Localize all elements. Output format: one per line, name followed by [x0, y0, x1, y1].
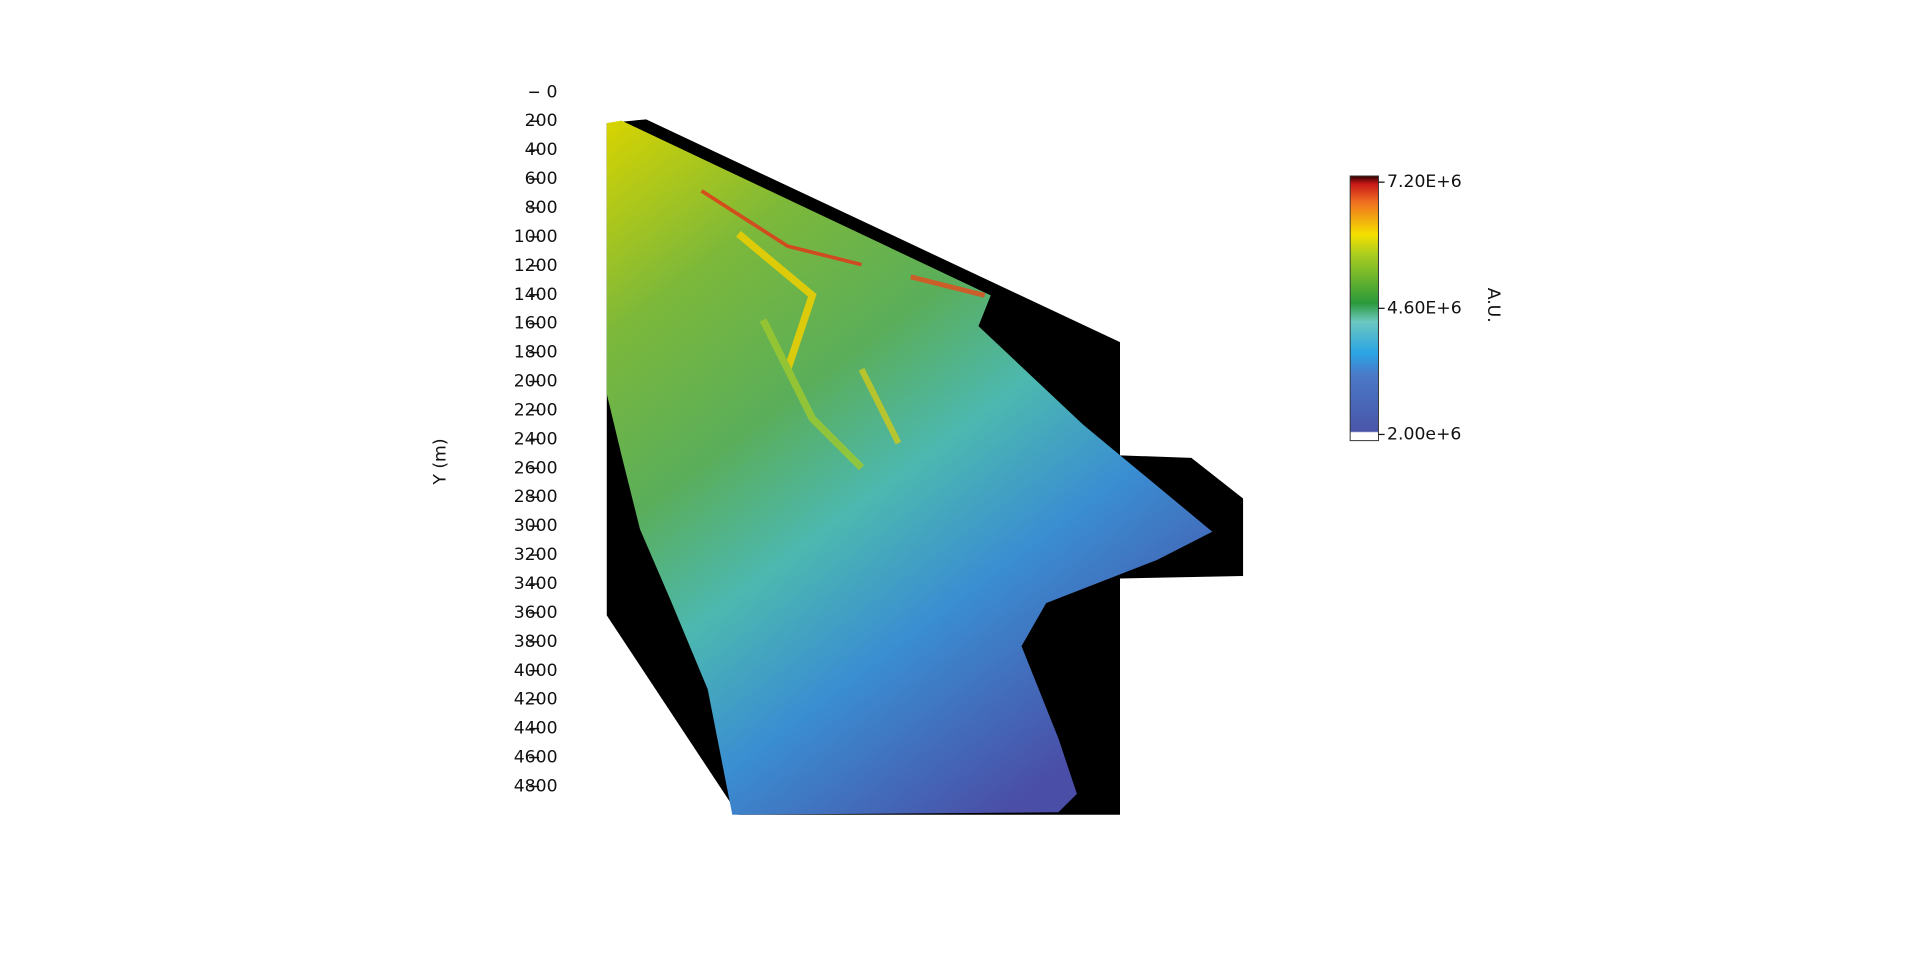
y-tick-label: 1200	[514, 256, 558, 276]
y-tick-label: 4200	[514, 690, 558, 710]
y-tick-label: 4000	[514, 661, 558, 681]
y-tick-label: 3000	[514, 516, 558, 536]
y-tick-label: 4600	[514, 748, 558, 768]
y-tick-label: 400	[525, 140, 558, 160]
y-tick-label: 800	[525, 198, 558, 218]
y-tick-label: 600	[525, 169, 558, 189]
colorbar	[1349, 175, 1379, 442]
y-tick-label: 3400	[514, 574, 558, 594]
colorbar-label: A.U.	[1483, 288, 1503, 323]
colorbar-tick-label: 7.20E+6	[1387, 172, 1462, 192]
y-tick-label: 3800	[514, 632, 558, 652]
y-tick-label: 0	[547, 82, 558, 102]
y-tick-label: 4400	[514, 719, 558, 739]
y-tick-label: 2000	[514, 372, 558, 392]
y-tick-label: 2800	[514, 487, 558, 507]
y-tick-label: 1000	[514, 227, 558, 247]
y-axis-label: Y (m)	[431, 438, 451, 485]
y-tick-label: 3200	[514, 545, 558, 565]
raster-highlights	[700, 189, 986, 471]
y-tick-label: 1600	[514, 314, 558, 334]
y-tick-label: 200	[525, 111, 558, 131]
colorbar-tick-label: 2.00e+6	[1387, 424, 1461, 444]
y-tick-label: 2600	[514, 458, 558, 478]
y-tick-label: 2400	[514, 429, 558, 449]
y-tick-label: 4800	[514, 776, 558, 796]
y-tick-label: 3600	[514, 603, 558, 623]
raster-surface	[606, 120, 1213, 815]
y-tick-label: 1400	[514, 285, 558, 305]
colorbar-tick-label: 4.60E+6	[1387, 298, 1462, 318]
y-tick-label: 1800	[514, 343, 558, 363]
y-tick-label: 2200	[514, 400, 558, 420]
